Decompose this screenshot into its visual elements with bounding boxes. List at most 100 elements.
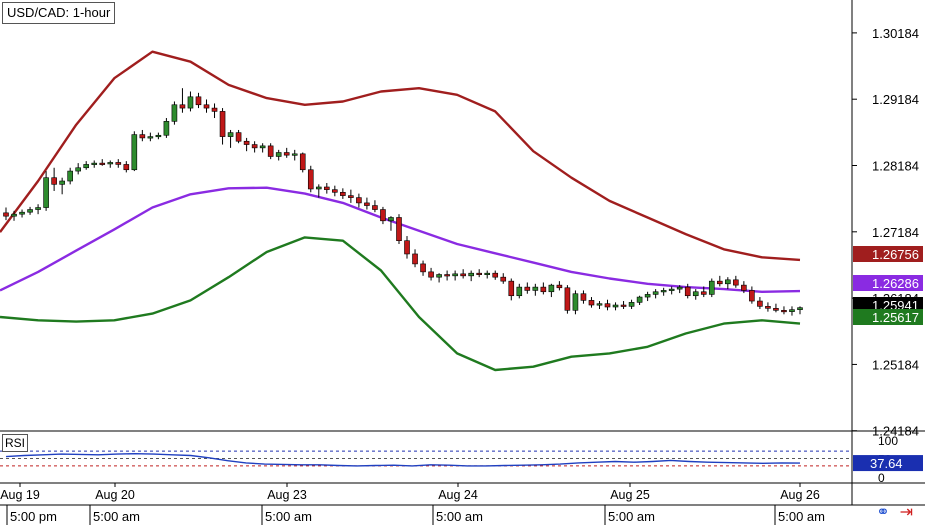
price-label-bg	[853, 275, 923, 291]
candle-body	[508, 280, 515, 297]
candle-body	[749, 290, 755, 302]
candle-body	[564, 287, 571, 311]
candle-body	[676, 286, 683, 290]
y-tick-label: 1.25184	[872, 357, 919, 372]
x-date-label: Aug 19	[0, 488, 40, 502]
candle-body	[35, 207, 41, 210]
candle-body	[741, 284, 747, 291]
candle-body	[155, 134, 162, 138]
x-time-label: 5:00 pm	[10, 509, 57, 524]
candle-body	[452, 273, 458, 277]
candle-body	[364, 202, 370, 206]
candle-body	[500, 276, 507, 282]
candle-body	[725, 279, 731, 285]
candle-body	[700, 291, 707, 295]
candle-body	[684, 286, 691, 297]
rsi-label: RSI	[2, 434, 29, 452]
candle-body	[668, 288, 675, 291]
candle-body	[516, 286, 523, 297]
candle-body	[356, 197, 362, 204]
price-label-bg	[853, 309, 923, 325]
candle-body	[540, 286, 547, 293]
upper-band-line	[0, 50, 801, 262]
candle-body	[251, 144, 258, 149]
candle-body	[716, 280, 723, 285]
y-tick-label: 1.28184	[872, 159, 919, 174]
link-icon[interactable]: ⚭	[876, 504, 890, 521]
candle-body	[532, 286, 539, 291]
candle-body	[332, 189, 338, 193]
lower-band-line	[0, 236, 801, 372]
rsi-value-label: 37.64	[870, 456, 903, 471]
candle-body	[628, 302, 635, 307]
candle-body	[380, 209, 386, 222]
candle-body	[83, 164, 90, 169]
candle-body	[596, 303, 603, 306]
rsi-tick-label: 100	[878, 434, 898, 448]
arrow-to-right-icon[interactable]: ⇥	[899, 504, 913, 521]
price-label: 1.25617	[872, 310, 919, 325]
candle-body	[460, 273, 466, 277]
candle-body	[299, 153, 306, 171]
candle-body	[91, 162, 98, 165]
candle-body	[757, 300, 763, 307]
x-date-label: Aug 26	[780, 488, 820, 502]
x-time-label: 5:00 am	[608, 509, 655, 524]
candle-body	[123, 164, 130, 171]
candle-body	[444, 274, 450, 277]
candle-body	[636, 296, 643, 303]
candle-body	[789, 309, 795, 312]
candle-body	[11, 213, 17, 217]
candle-body	[315, 186, 322, 190]
candle-body	[404, 240, 410, 255]
y-tick-label: 1.24184	[872, 424, 919, 439]
candle-body	[59, 180, 65, 185]
candle-body	[436, 274, 442, 278]
candle-body	[476, 272, 482, 275]
candle-body	[139, 134, 146, 139]
candle-body	[652, 291, 659, 295]
candle-body	[307, 169, 314, 190]
candle-body	[468, 272, 474, 277]
chart-title: USD/CAD: 1-hour	[2, 2, 116, 24]
candle-body	[340, 191, 346, 196]
candle-body	[580, 293, 587, 301]
rsi-pane	[0, 450, 852, 467]
candle-body	[179, 104, 186, 109]
candle-body	[773, 308, 779, 311]
rsi-line	[5, 452, 801, 467]
candle-body	[372, 205, 378, 210]
rsi-tick-label: 0	[878, 471, 885, 485]
candle-body	[43, 177, 49, 208]
candle-body	[291, 153, 298, 156]
x-time-label: 5:00 am	[778, 509, 825, 524]
candle-body	[348, 195, 354, 198]
candle-body	[324, 186, 330, 190]
candle-body	[660, 290, 667, 293]
x-time-label: 5:00 am	[265, 509, 312, 524]
candle-body	[259, 145, 266, 149]
candle-body	[235, 132, 242, 142]
x-time-label: 5:00 am	[93, 509, 140, 524]
price-label-bg	[853, 246, 923, 262]
rsi-value-label-bg	[853, 455, 923, 472]
candle-body	[708, 280, 715, 295]
candle-body	[171, 104, 178, 122]
candle-body	[131, 134, 138, 171]
candle-body	[211, 107, 218, 112]
candle-body	[588, 300, 595, 306]
candle-body	[115, 162, 122, 165]
candle-body	[644, 294, 651, 298]
candle-body	[147, 136, 154, 139]
candle-body	[572, 293, 579, 311]
candle-body	[51, 177, 57, 185]
candle-body	[283, 152, 290, 156]
x-date-label: Aug 20	[95, 488, 135, 502]
candle-body	[187, 96, 194, 109]
candle-body	[203, 104, 210, 109]
x-date-label: Aug 23	[267, 488, 307, 502]
candle-body	[275, 152, 282, 157]
candle-body	[492, 272, 499, 278]
